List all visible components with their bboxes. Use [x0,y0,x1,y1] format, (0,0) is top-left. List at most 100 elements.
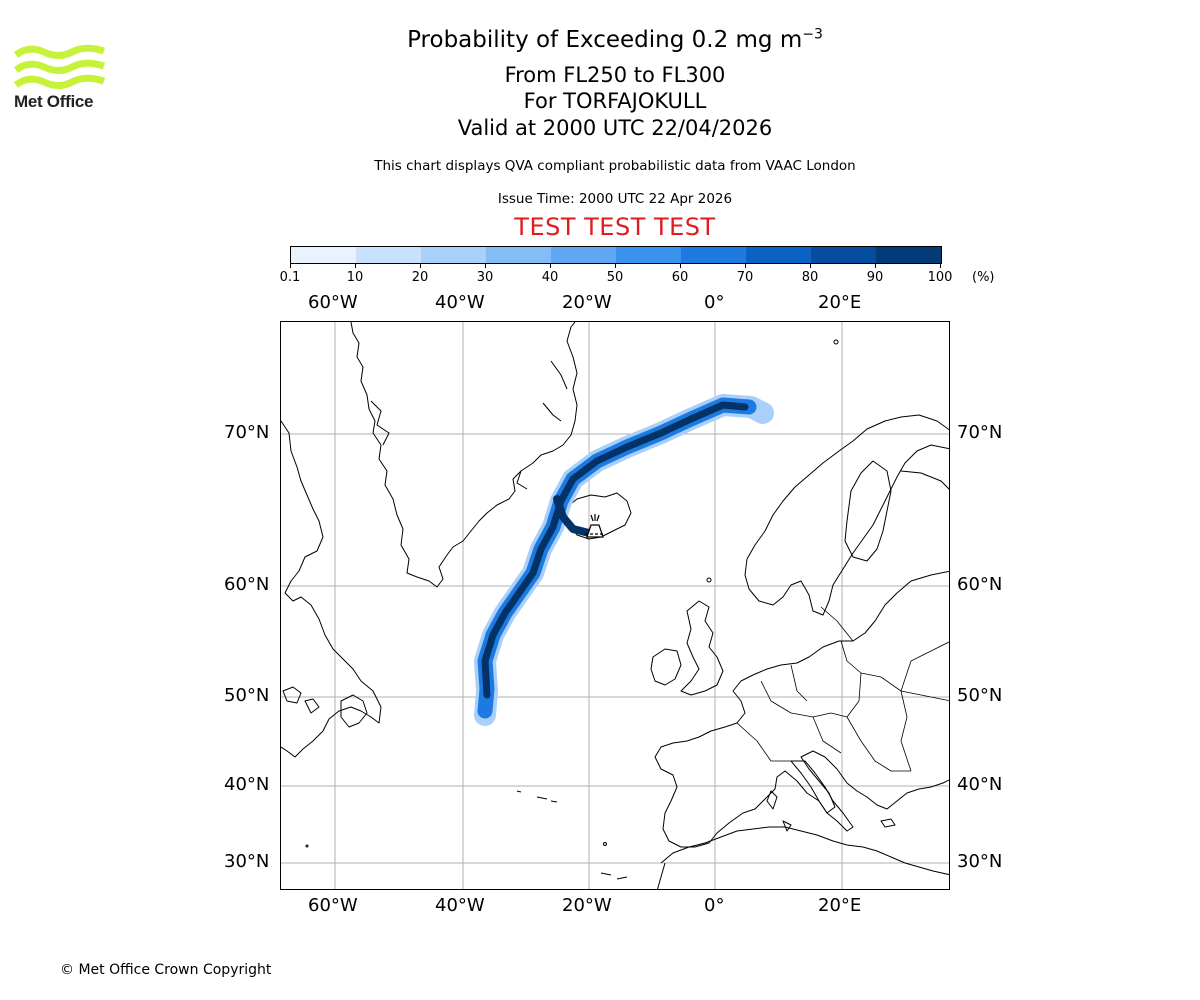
flight-level-range: From FL250 to FL300 [504,63,726,87]
coast-greenland-fjords [370,360,568,490]
lat-label-right: 40°N [957,774,1003,795]
lon-label-bottom: 20°E [818,895,862,916]
coast-europe [654,570,949,848]
plume-core [481,401,749,699]
colorbar-tick-label: 100 [927,270,953,285]
colorbar-segment [876,247,941,263]
issue-time: Issue Time: 2000 UTC 22 Apr 2026 [497,191,733,207]
map-canvas [281,322,949,889]
colorbar-tick-label: 10 [346,270,364,285]
colorbar-segment [811,247,876,263]
lon-label-bottom: 0° [704,895,725,916]
valid-time: Valid at 2000 UTC 22/04/2026 [457,116,773,140]
coast-canada-islands [282,686,320,714]
volcano-plume-line [590,514,594,522]
colorbar-segment [551,247,616,263]
met-office-logo-icon [14,44,106,89]
island-bermuda [305,844,309,848]
colorbar-tick-label: 20 [411,270,429,285]
colorbar-tick-label: 90 [866,270,884,285]
lat-label-left: 30°N [224,851,270,872]
chart-title: Probability of Exceeding 0.2 mg m−3 [315,27,915,53]
colorbar-tick-mark [355,263,356,268]
lat-label-left: 40°N [224,774,270,795]
logo-wave-2 [14,59,106,74]
small-islands [305,339,839,880]
lon-label-top: 40°W [435,292,485,313]
coast-newfoundland [340,694,368,728]
colorbar-tick-mark [875,263,876,268]
island-madeira [603,842,607,846]
lon-label-bottom: 60°W [308,895,358,916]
colorbar-segment [356,247,421,263]
colorbar-unit: (%) [972,270,995,285]
island-canaries [600,872,628,880]
volcano-name: For TORFAJOKULL [523,89,707,113]
lat-label-right: 30°N [957,851,1003,872]
lon-label-bottom: 20°W [562,895,612,916]
country-borders [736,606,949,772]
coast-finland [844,460,892,562]
colorbar-tick-mark [745,263,746,268]
coastlines [281,322,949,889]
colorbar-segment [486,247,551,263]
map-area[interactable] [280,321,950,890]
probability-colorbar [290,246,942,264]
colorbar-tick-mark [290,263,291,268]
copyright-notice: © Met Office Crown Copyright [60,962,272,978]
chart-description: This chart displays QVA compliant probab… [374,158,856,174]
coast-scandinavia [744,414,949,616]
lat-label-right: 60°N [957,574,1003,595]
colorbar-segment [291,247,356,263]
colorbar-segment [616,247,681,263]
colorbar-tick-mark [680,263,681,268]
island-svalbard [833,339,839,345]
colorbar-segment [746,247,811,263]
coast-mediterranean-islands [766,790,896,832]
colorbar-tick-mark [485,263,486,268]
colorbar-tick-label: 70 [736,270,754,285]
lon-label-bottom: 40°W [435,895,485,916]
logo-wave-3 [14,74,106,89]
lon-label-top: 20°W [562,292,612,313]
lat-label-left: 50°N [224,685,270,706]
colorbar-tick-label: 40 [541,270,559,285]
coast-ireland [650,648,682,686]
ash-plume [474,394,774,726]
graticule [281,322,949,889]
colorbar-tick-mark [940,263,941,268]
coast-canada [281,420,382,758]
coast-great-britain [680,600,724,696]
coast-kola [900,470,949,490]
lat-label-left: 60°N [224,574,270,595]
test-banner: TEST TEST TEST [514,213,716,241]
lat-label-left: 70°N [224,422,270,443]
colorbar-tick-mark [550,263,551,268]
colorbar-tick-label: 30 [476,270,494,285]
colorbar-tick-label: 50 [606,270,624,285]
plume-iceland-branch [553,495,593,537]
island-azores [516,790,558,803]
logo-wave-1 [14,44,106,59]
colorbar-tick-label: 0.1 [279,270,301,285]
logo-text: Met Office [14,92,94,111]
colorbar-tick-label: 60 [671,270,689,285]
volcano-plume-line [596,514,600,522]
colorbar-tick-label: 80 [801,270,819,285]
coast-italy [790,760,854,832]
colorbar-segment [681,247,746,263]
lat-label-right: 50°N [957,685,1003,706]
coast-greenland [350,322,578,588]
colorbar-tick-mark [810,263,811,268]
colorbar-tick-mark [615,263,616,268]
colorbar-tick-mark [420,263,421,268]
title-main: Probability of Exceeding 0.2 mg m [407,27,803,53]
lon-label-top: 0° [704,292,725,313]
lon-label-top: 60°W [308,292,358,313]
coast-north-africa [657,826,949,889]
colorbar-segment [421,247,486,263]
lat-label-right: 70°N [957,422,1003,443]
volcano-marker-icon[interactable] [585,514,605,538]
lon-label-top: 20°E [818,292,862,313]
island-shetland [706,577,712,583]
